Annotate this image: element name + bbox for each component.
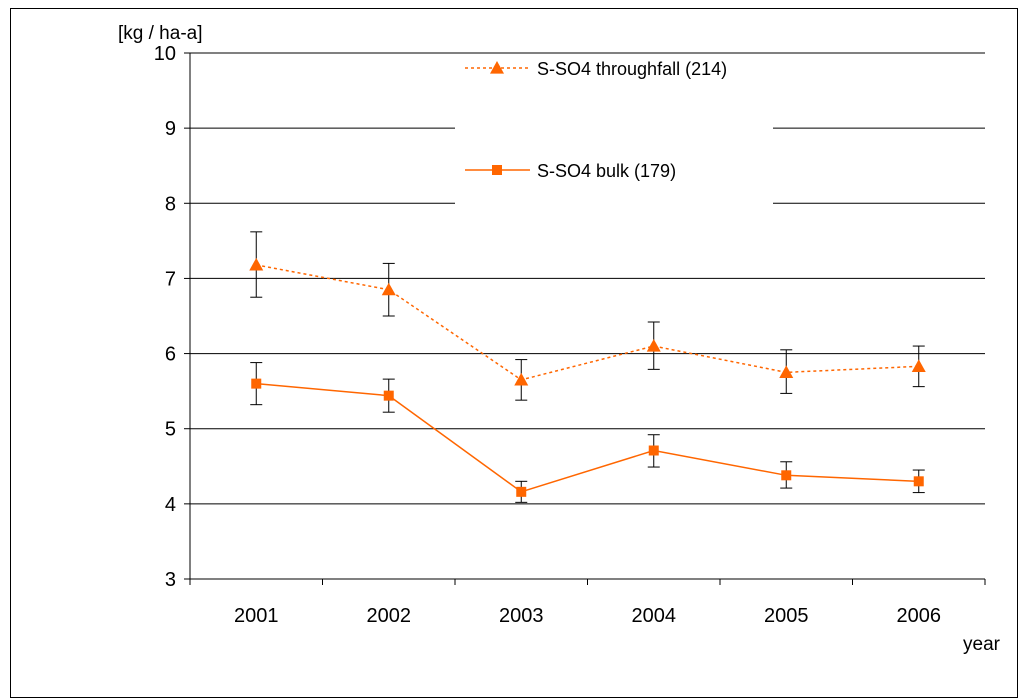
y-tick-label: 5 xyxy=(165,419,176,441)
data-point xyxy=(516,486,527,497)
axes xyxy=(184,52,986,585)
legend-marker-2 xyxy=(492,165,502,175)
data-point xyxy=(779,365,794,378)
y-tick-label: 3 xyxy=(165,569,176,591)
y-tick-label: 8 xyxy=(165,193,176,215)
y-axis-label: [kg / ha-a] xyxy=(118,23,203,44)
data-point xyxy=(514,372,529,386)
x-tick-label: 2003 xyxy=(499,605,544,627)
x-tick-label: 2002 xyxy=(367,605,412,627)
legend-label-1: S-SO4 throughfall (214) xyxy=(537,59,727,79)
x-tick-label: 2005 xyxy=(764,605,809,627)
series-line xyxy=(256,264,919,381)
data-point xyxy=(383,390,394,401)
data-point xyxy=(646,339,661,352)
y-tick-labels: 3 4 5 6 7 8 9 10 xyxy=(154,43,176,591)
x-tick-label: 2001 xyxy=(234,605,279,627)
x-tick-label: 2004 xyxy=(632,605,677,627)
data-point xyxy=(249,257,264,271)
line-chart: 3 4 5 6 7 8 9 10 2001 2002 2003 2004 2005 2006 S-SO4… xyxy=(118,23,1001,655)
series-layer xyxy=(249,231,926,503)
legend: S-SO4 throughfall (214) S-SO4 bulk (179) xyxy=(455,56,773,206)
y-tick-label: 9 xyxy=(165,118,176,140)
y-tick-label: 6 xyxy=(165,344,176,366)
x-axis-label: year xyxy=(963,634,1001,655)
data-point xyxy=(913,476,924,487)
x-tick-labels: 2001 2002 2003 2004 2005 2006 xyxy=(234,605,941,627)
y-tick-label: 7 xyxy=(165,268,176,290)
legend-label-2: S-SO4 bulk (179) xyxy=(537,161,676,181)
data-point xyxy=(911,359,926,372)
data-point xyxy=(381,282,396,296)
data-point xyxy=(251,378,262,389)
data-point xyxy=(781,470,792,481)
y-tick-label: 10 xyxy=(154,43,176,65)
data-point xyxy=(648,445,659,456)
y-tick-label: 4 xyxy=(165,494,176,516)
legend-marker-1 xyxy=(490,61,504,74)
x-tick-label: 2006 xyxy=(897,605,942,627)
legend-box xyxy=(455,56,773,206)
series-1 xyxy=(249,231,926,401)
series-2 xyxy=(250,362,925,503)
series-line xyxy=(256,382,919,493)
